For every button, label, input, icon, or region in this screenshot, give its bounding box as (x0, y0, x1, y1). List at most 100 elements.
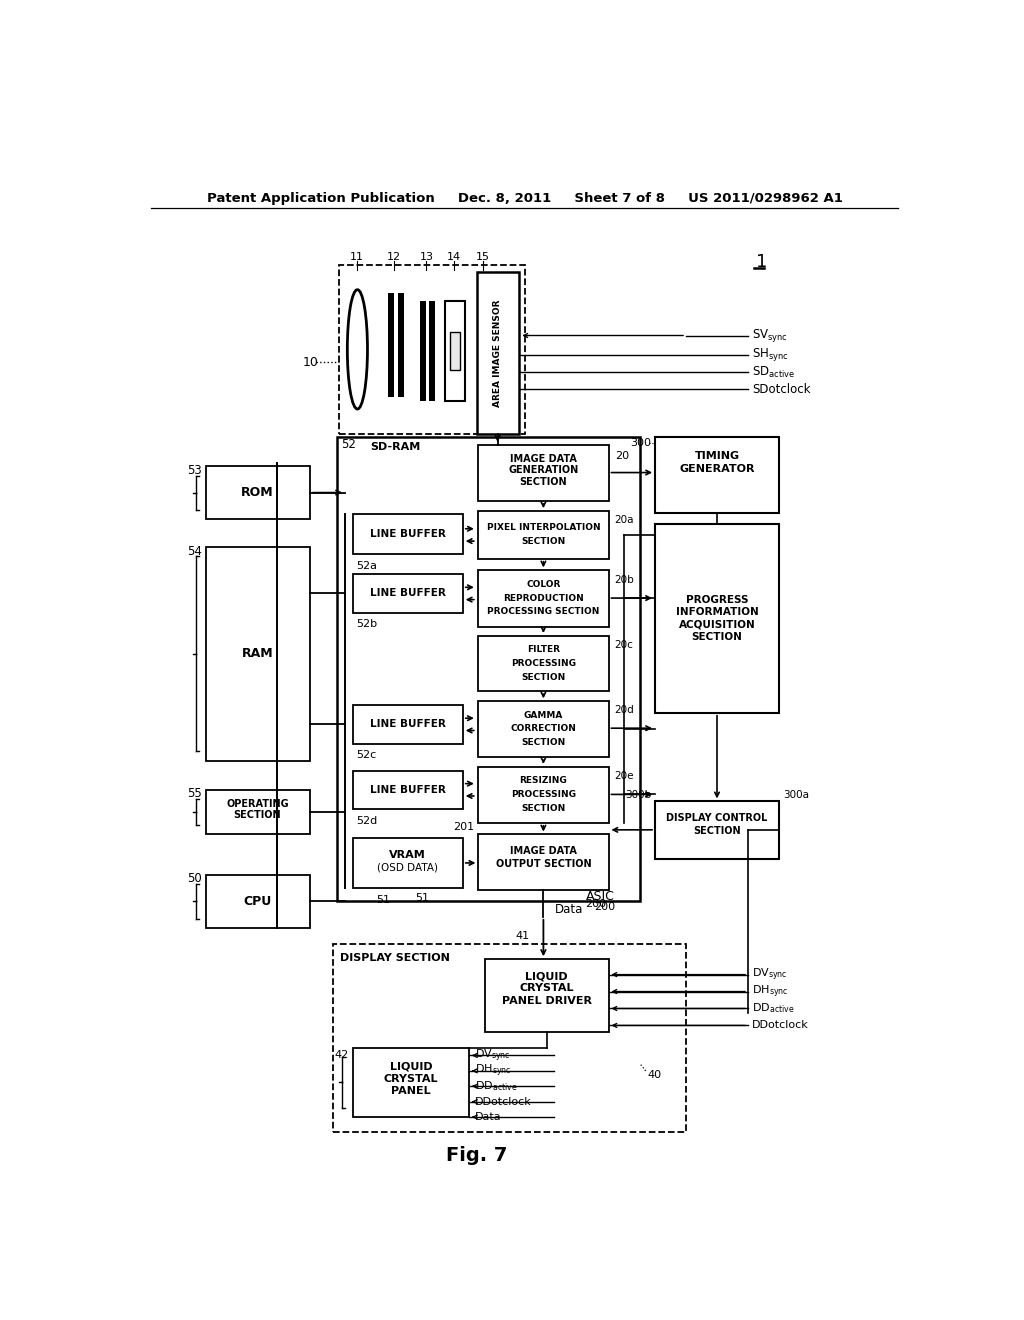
Bar (352, 574, 463, 612)
Text: 20: 20 (614, 451, 629, 462)
Text: LINE BUFFER: LINE BUFFER (370, 719, 445, 730)
Text: 12: 12 (387, 252, 400, 261)
Bar (352, 515, 463, 554)
Bar (478, 767, 608, 822)
Text: PROCESSING: PROCESSING (511, 789, 575, 799)
Bar (206, 548, 310, 760)
Text: SECTION: SECTION (521, 537, 565, 546)
Text: IMAGE DATA: IMAGE DATA (510, 454, 577, 463)
Text: DISPLAY CONTROL: DISPLAY CONTROL (667, 813, 768, 824)
Text: 20c: 20c (614, 640, 634, 649)
Bar (337, 437, 640, 902)
Text: CRYSTAL: CRYSTAL (384, 1073, 438, 1084)
Text: LIQUID: LIQUID (389, 1061, 432, 1072)
Bar (429, 301, 435, 401)
Text: PROCESSING: PROCESSING (511, 659, 575, 668)
Bar (334, 944, 686, 1133)
Bar (206, 466, 310, 519)
Text: (OSD DATA): (OSD DATA) (377, 862, 438, 873)
Text: SECTION: SECTION (693, 825, 740, 836)
Text: SECTION: SECTION (519, 477, 567, 487)
Text: 13: 13 (420, 252, 433, 261)
Text: $\mathrm{SH_{sync}}$: $\mathrm{SH_{sync}}$ (752, 346, 788, 363)
Text: 11: 11 (349, 252, 364, 261)
Text: SECTION: SECTION (521, 804, 565, 813)
Text: DDotclock: DDotclock (475, 1097, 531, 1106)
Bar (352, 1048, 469, 1117)
Bar (206, 789, 310, 834)
Bar (388, 293, 394, 397)
Text: DDotclock: DDotclock (752, 1020, 809, 1031)
Bar (655, 801, 779, 859)
Bar (352, 771, 463, 809)
Bar (477, 272, 519, 434)
Text: 14: 14 (446, 252, 461, 261)
Text: 42: 42 (335, 1051, 349, 1060)
Text: 41: 41 (515, 931, 529, 941)
Bar (655, 437, 779, 512)
Text: OPERATING: OPERATING (226, 799, 289, 809)
Text: GENERATOR: GENERATOR (679, 465, 755, 474)
Text: GENERATION: GENERATION (508, 465, 579, 475)
Text: 52a: 52a (356, 561, 378, 570)
Bar (478, 570, 608, 627)
Text: 20e: 20e (614, 771, 634, 781)
Text: 10: 10 (302, 356, 318, 370)
Text: OUTPUT SECTION: OUTPUT SECTION (496, 859, 591, 869)
Text: CRYSTAL: CRYSTAL (519, 983, 573, 994)
Text: 201: 201 (454, 822, 474, 832)
Text: LINE BUFFER: LINE BUFFER (370, 785, 445, 795)
Text: SECTION: SECTION (521, 673, 565, 682)
Bar (339, 265, 524, 434)
Text: IMAGE DATA: IMAGE DATA (510, 846, 577, 857)
Text: RAM: RAM (242, 647, 273, 660)
Text: LIQUID: LIQUID (525, 972, 568, 981)
Bar (484, 960, 608, 1032)
Text: PANEL DRIVER: PANEL DRIVER (502, 995, 592, 1006)
Text: PANEL: PANEL (391, 1086, 431, 1096)
Text: 300: 300 (630, 438, 651, 449)
Text: 52b: 52b (356, 619, 378, 630)
Text: 20b: 20b (614, 574, 635, 585)
Text: 20a: 20a (614, 515, 634, 525)
Text: INFORMATION: INFORMATION (676, 607, 759, 616)
Text: $\mathrm{DH_{sync}}$: $\mathrm{DH_{sync}}$ (475, 1063, 512, 1078)
Bar (445, 301, 465, 401)
Text: ACQUISITION: ACQUISITION (679, 619, 756, 630)
Text: PROCESSING SECTION: PROCESSING SECTION (487, 607, 600, 616)
Bar (352, 838, 463, 888)
Text: PIXEL INTERPOLATION: PIXEL INTERPOLATION (486, 524, 600, 532)
Text: 300b: 300b (625, 791, 651, 800)
Text: 52: 52 (341, 438, 356, 451)
Text: 53: 53 (186, 463, 202, 477)
Text: 51: 51 (376, 895, 390, 906)
Bar (397, 293, 403, 397)
Text: SDotclock: SDotclock (752, 383, 810, 396)
Text: 52c: 52c (356, 750, 377, 760)
Text: FILTER: FILTER (527, 645, 560, 655)
Bar (420, 301, 426, 401)
Text: CPU: CPU (244, 895, 271, 908)
Text: REPRODUCTION: REPRODUCTION (503, 594, 584, 602)
Bar (352, 705, 463, 743)
Bar (478, 636, 608, 692)
Text: $\mathrm{SV_{sync}}$: $\mathrm{SV_{sync}}$ (752, 327, 787, 345)
Bar (478, 834, 608, 890)
Text: LINE BUFFER: LINE BUFFER (370, 529, 445, 539)
Text: VRAM: VRAM (389, 850, 426, 861)
Bar (478, 511, 608, 558)
Text: RESIZING: RESIZING (519, 776, 567, 785)
Text: GAMMA: GAMMA (523, 710, 563, 719)
Text: ROM: ROM (241, 486, 273, 499)
Bar (450, 331, 461, 370)
Text: SD-RAM: SD-RAM (371, 442, 421, 453)
Text: ASIC: ASIC (587, 890, 615, 903)
Text: 51: 51 (415, 892, 429, 903)
Text: 200: 200 (595, 902, 615, 912)
Text: 50: 50 (186, 871, 202, 884)
Text: 54: 54 (186, 545, 202, 557)
Text: 52d: 52d (356, 816, 378, 825)
Text: 200: 200 (586, 899, 606, 908)
Text: Data: Data (475, 1111, 502, 1122)
Text: PROGRESS: PROGRESS (686, 594, 749, 605)
